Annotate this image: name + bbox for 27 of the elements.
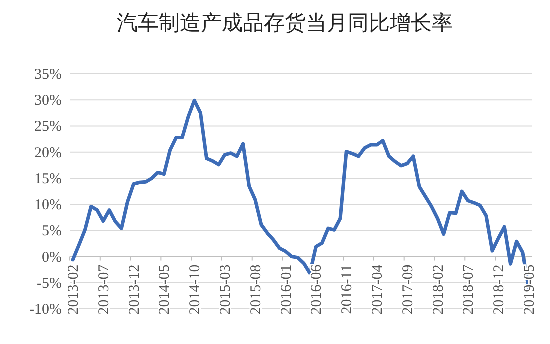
y-tick-label: 20%: [34, 145, 62, 162]
x-tick-label: 2013-12: [126, 264, 143, 315]
x-tick-label: 2014-05: [157, 264, 174, 315]
x-tick-label: 2018-12: [492, 264, 508, 315]
x-tick-label: 2018-07: [461, 264, 478, 315]
y-tick-label: 0%: [42, 250, 62, 266]
x-tick-label: 2016-06: [309, 264, 326, 315]
y-tick-label: 5%: [42, 224, 62, 240]
x-tick-label: 2015-03: [218, 264, 234, 315]
y-tick-label: 35%: [34, 67, 62, 83]
y-tick-label: -10%: [30, 302, 62, 318]
x-tick-label: 2013-02: [66, 264, 82, 315]
x-tick-label: 2016-11: [340, 264, 356, 314]
x-tick-label: 2014-10: [188, 264, 204, 315]
y-tick-label: 15%: [34, 171, 62, 188]
x-tick-label: 2018-02: [430, 264, 447, 315]
chart-title: 汽车制造产成品存货当月同比增长率: [117, 11, 453, 35]
x-tick-label: 2019-05: [522, 264, 538, 315]
y-tick-label: -5%: [37, 276, 62, 292]
x-tick-label: 2017-09: [400, 264, 416, 315]
x-tick-label: 2013-07: [96, 264, 112, 315]
y-tick-label: 30%: [34, 93, 62, 110]
y-tick-label: 10%: [34, 198, 62, 214]
x-tick-label: 2017-04: [370, 264, 386, 315]
x-tick-label: 2016-01: [278, 264, 295, 315]
x-tick-label: 2015-08: [248, 264, 264, 315]
y-tick-label: 25%: [34, 119, 62, 136]
